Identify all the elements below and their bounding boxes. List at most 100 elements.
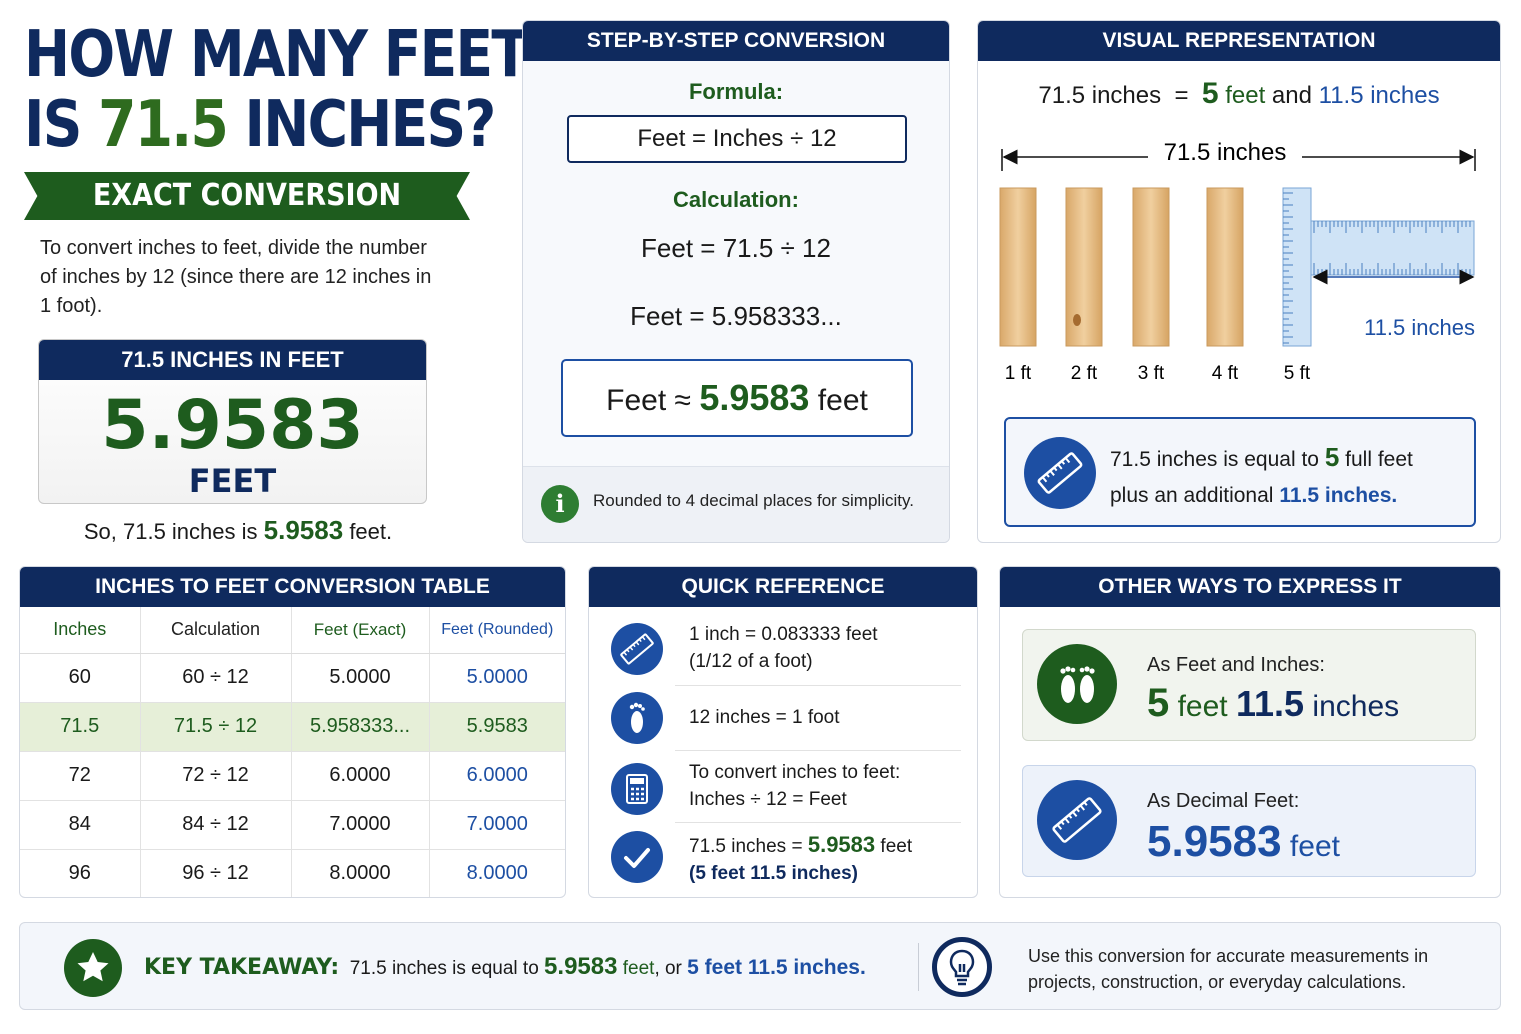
quick-reference-panel: QUICK REFERENCE 1 inch = 0.083333 feet (… (588, 566, 978, 898)
board-1 (999, 187, 1037, 347)
info-line1-suffix: full feet (1345, 448, 1413, 471)
subtitle-ribbon: EXACT CONVERSION GUIDE (24, 172, 470, 220)
intro-text: To convert inches to feet, divide the nu… (40, 237, 432, 317)
col-feet-rounded: Feet (Rounded) (429, 607, 565, 654)
quick-item-3-line2: Inches ÷ 12 = Feet (689, 789, 847, 810)
key-label: KEY TAKEAWAY: (144, 955, 340, 980)
box2-unit: feet (1289, 830, 1340, 863)
quick-header: QUICK REFERENCE (589, 567, 977, 607)
eq-equals: = (1174, 82, 1189, 109)
key-unit1: feet (622, 958, 655, 979)
divider (675, 822, 961, 823)
quick-item-4-value: 5.9583 (807, 832, 876, 857)
quick-item-1-line2: (1/12 of a foot) (689, 651, 813, 672)
table-cell: 7.0000 (291, 800, 430, 850)
info-line1-prefix: 71.5 inches is equal to (1110, 448, 1319, 471)
feet-inches-label: As Feet and Inches: (1147, 654, 1325, 676)
divider (918, 943, 919, 991)
col-calculation: Calculation (140, 607, 292, 654)
info-line2-prefix: plus an additional (1110, 484, 1274, 507)
table-row: 60 60 ÷ 12 5.0000 5.0000 (20, 653, 565, 703)
col-feet-exact: Feet (Exact) (291, 607, 430, 654)
summary-prefix: So, 71.5 inches is (83, 519, 258, 544)
visual-header: VISUAL REPRESENTATION (978, 21, 1500, 61)
feet-inches-box: As Feet and Inches: 5 feet 11.5 inches (1022, 629, 1476, 741)
step-by-step-panel: STEP-BY-STEP CONVERSION Formula: Feet = … (522, 20, 950, 543)
summary-suffix: feet. (349, 519, 393, 544)
ruler-vertical (1282, 187, 1312, 347)
lightbulb-icon (932, 937, 992, 997)
table-cell: 5.0000 (291, 653, 430, 703)
table-header: INCHES TO FEET CONVERSION TABLE (20, 567, 565, 607)
summary-value: 5.9583 (263, 515, 344, 545)
visual-equation: 71.5 inches = 5 feet and 11.5 inches (978, 77, 1500, 111)
quick-item-4-prefix: 71.5 inches = (689, 836, 803, 857)
board-4 (1206, 187, 1244, 347)
footprints-icon (1037, 644, 1117, 724)
visual-info-text: 71.5 inches is equal to 5 full feet plus… (1110, 439, 1413, 514)
quick-item-1-text: 1 inch = 0.083333 feet (1/12 of a foot) (689, 621, 878, 675)
feet-inches-text: As Feet and Inches: 5 feet 11.5 inches (1147, 654, 1399, 726)
key-takeaway-text: KEY TAKEAWAY: 71.5 inches is equal to 5.… (144, 953, 866, 981)
table-cell: 60 ÷ 12 (140, 653, 292, 703)
quick-item-3-line1: To convert inches to feet: (689, 762, 901, 783)
final-unit: feet (817, 384, 868, 417)
table-cell: 8.0000 (291, 849, 430, 897)
table-cell: 5.9583 (429, 702, 565, 752)
eq-feet-num: 5 (1201, 77, 1219, 110)
decimal-feet-text: As Decimal Feet: 5.9583 feet (1147, 790, 1340, 867)
ruler-icon (1024, 437, 1096, 509)
table-header-row: Inches Calculation Feet (Exact) Feet (Ro… (20, 607, 565, 654)
board-label-3: 3 ft (1138, 363, 1165, 384)
calc-line-2: Feet = 5.958333... (630, 301, 842, 331)
visual-info-box: 71.5 inches is equal to 5 full feet plus… (1004, 417, 1476, 527)
decimal-feet-label: As Decimal Feet: (1147, 790, 1300, 812)
final-prefix: Feet ≈ (606, 384, 691, 417)
col-inches: Inches (20, 607, 141, 654)
footprint-icon (611, 692, 663, 744)
result-unit: FEET (188, 462, 277, 500)
table-row: 84 84 ÷ 12 7.0000 7.0000 (20, 800, 565, 850)
board-2 (1065, 187, 1103, 347)
board-label-1: 1 ft (1005, 363, 1032, 384)
eq-and: and (1271, 82, 1312, 109)
visual-representation-panel: VISUAL REPRESENTATION 71.5 inches = 5 fe… (977, 20, 1501, 543)
final-result-box: Feet ≈ 5.9583 feet (561, 359, 913, 437)
box1-inch-num: 11.5 (1235, 683, 1305, 724)
table-cell: 7.0000 (429, 800, 565, 850)
decimal-feet-value: 5.9583 feet (1147, 817, 1340, 867)
divider (675, 750, 961, 751)
table-row: 71.5 71.5 ÷ 12 5.958333... 5.9583 (20, 702, 565, 752)
divider (675, 685, 961, 686)
box1-feet-num: 5 (1147, 681, 1170, 725)
wood-knot (1073, 314, 1081, 326)
board-label-2: 2 ft (1071, 363, 1098, 384)
decimal-feet-box: As Decimal Feet: 5.9583 feet (1022, 765, 1476, 877)
calculation-label: Calculation: (673, 187, 799, 212)
step-header: STEP-BY-STEP CONVERSION (523, 21, 949, 61)
formula-label: Formula: (688, 79, 784, 104)
key-text: 71.5 inches is equal to (349, 958, 539, 979)
star-icon (64, 939, 122, 997)
key-takeaway-bar: KEY TAKEAWAY: 71.5 inches is equal to 5.… (19, 922, 1501, 1010)
calc-line-1: Feet = 71.5 ÷ 12 (641, 233, 831, 263)
eq-feet-word: feet (1225, 82, 1266, 109)
ruler-icon (611, 623, 663, 675)
board-label-4: 4 ft (1212, 363, 1239, 384)
quick-item-3-text: To convert inches to feet: Inches ÷ 12 =… (689, 759, 900, 813)
info-icon: i (541, 485, 579, 523)
quick-item-2-text: 12 inches = 1 foot (689, 707, 840, 728)
table-cell: 60 (20, 653, 141, 703)
conversion-table-panel: INCHES TO FEET CONVERSION TABLE Inches C… (19, 566, 566, 898)
table-cell: 96 (20, 849, 141, 897)
board-3 (1132, 187, 1170, 347)
box1-inch-word: inches (1312, 690, 1400, 723)
ruler-horizontal (1310, 220, 1475, 276)
calculator-icon (611, 763, 663, 815)
board-label-5: 5 ft (1284, 363, 1311, 384)
key-value2: 5 feet 11.5 inches. (687, 956, 866, 979)
quick-item-1-line1: 1 inch = 0.083333 feet (689, 624, 878, 645)
box2-value: 5.9583 (1147, 817, 1282, 866)
table-cell: 6.0000 (291, 751, 430, 801)
ruler-icon (1037, 780, 1117, 860)
